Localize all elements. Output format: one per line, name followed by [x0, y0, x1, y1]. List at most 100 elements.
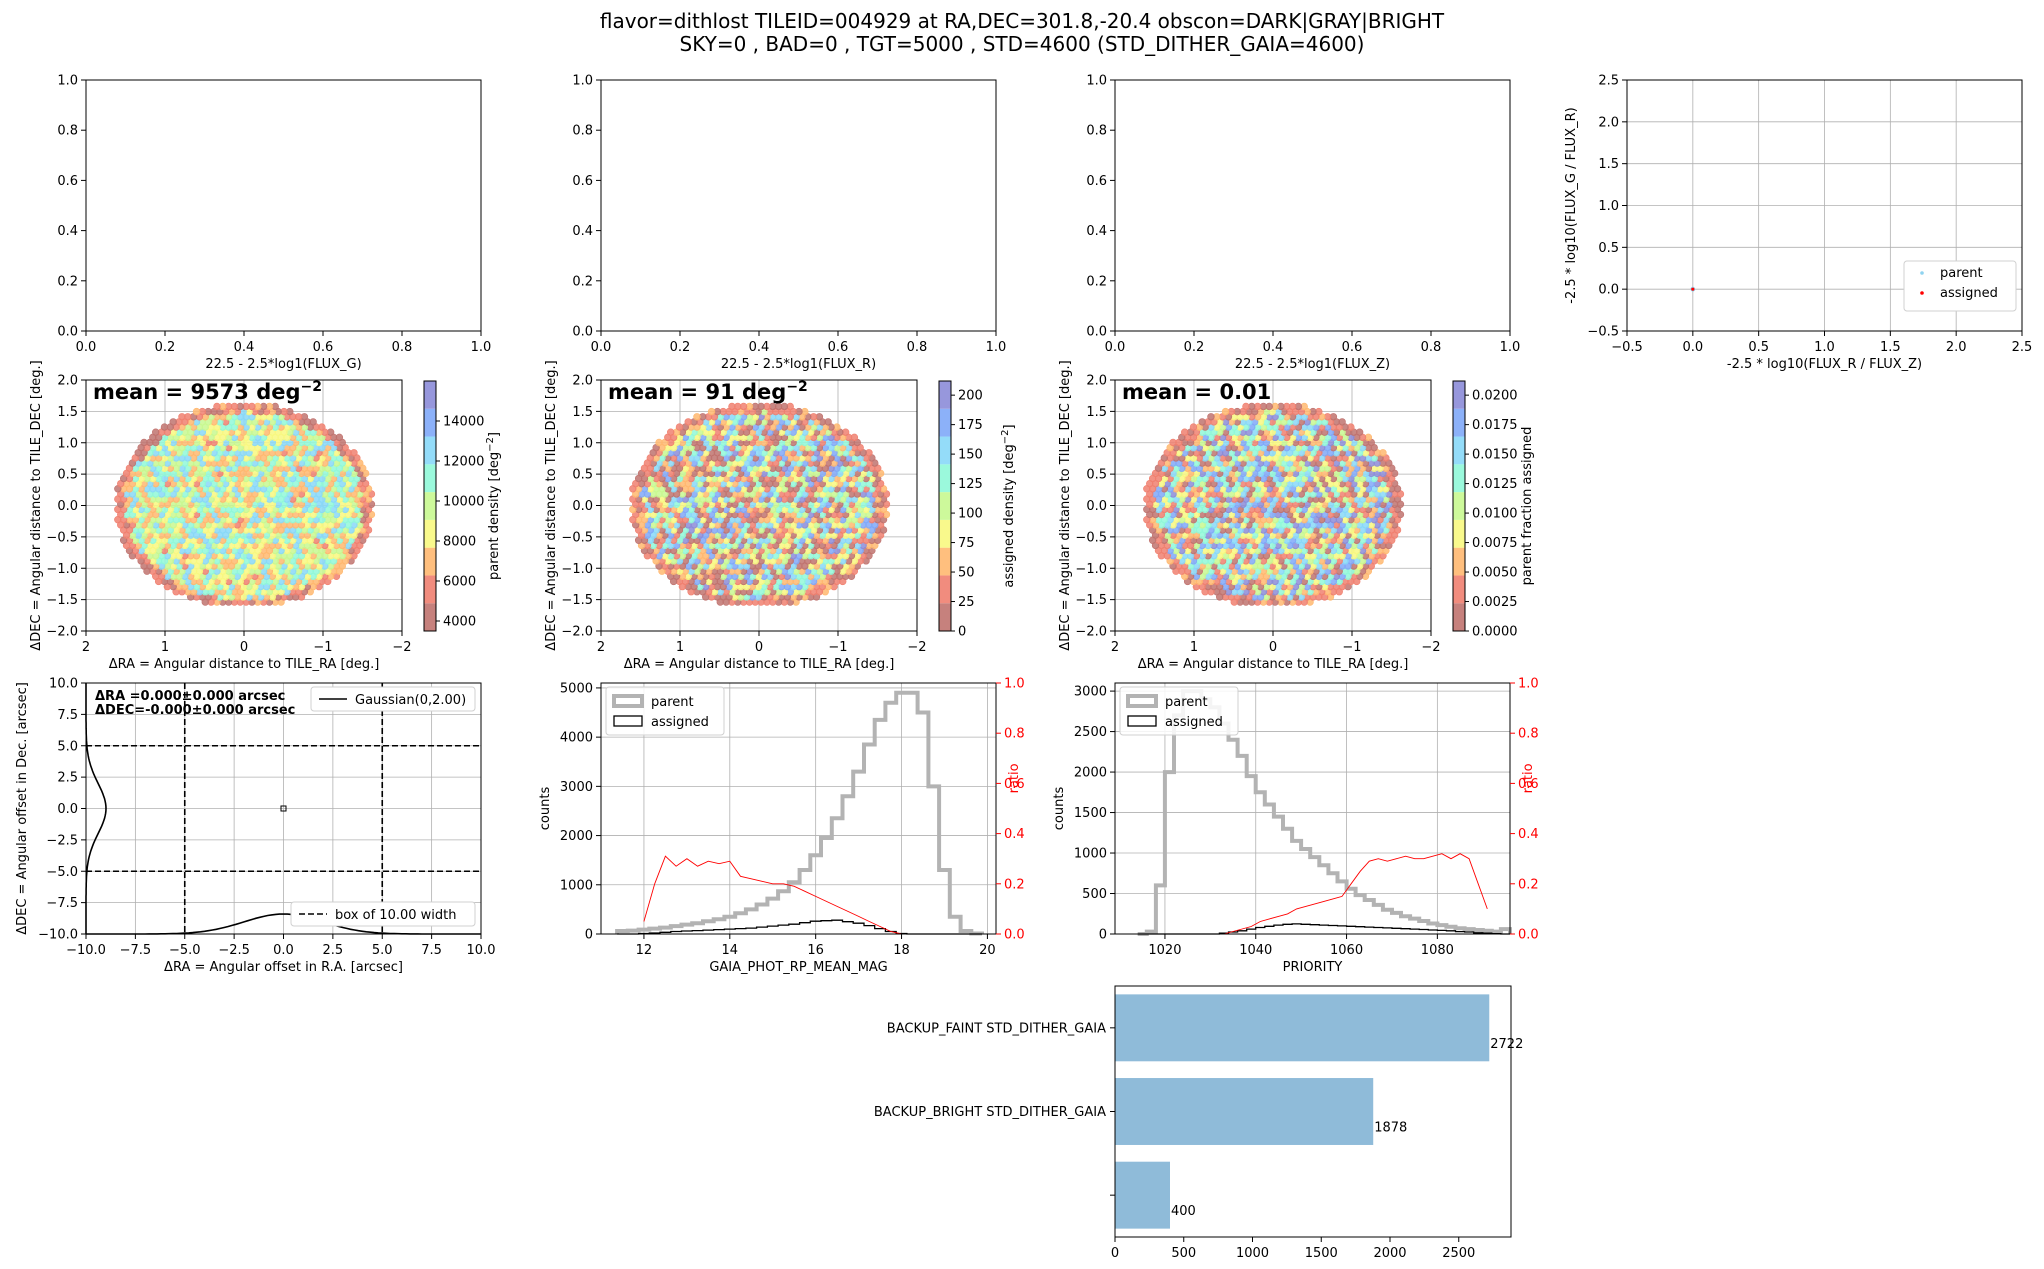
parent_density-panel: 2 1 0 −1 −2 −2.0 −1.5 −1.0 −0.5 0.0 0.5 1.0 1.5 2.0 ΔR… — [29, 360, 502, 672]
target_counts-xtick-label: 1000 — [1236, 1246, 1269, 1261]
assigned_density-hex-cell — [693, 413, 701, 421]
assigned_density-colorbar-segment — [939, 381, 951, 409]
fraction_assigned-colorbar-segment — [1453, 575, 1465, 604]
target_counts-xtick-label: 0 — [1111, 1246, 1119, 1261]
fraction_assigned-colorbar-tick-label: 0.0175 — [1472, 418, 1518, 433]
flux_g-xtick-label: 0.2 — [155, 340, 176, 355]
assigned_density-colorbar-segment — [939, 519, 951, 548]
assigned_density-colorbar-label-sup: −2 — [1000, 429, 1011, 444]
parent_density-hex-cell — [140, 438, 148, 447]
dither_offsets-ylabel: ΔDEC = Angular offset in Dec. [arcsec] — [15, 682, 30, 935]
flux_g-frame — [85, 79, 482, 332]
parent_density-colorbar-tick-label: 4000 — [443, 615, 476, 630]
flux_r-xtick-label: 0.0 — [591, 340, 612, 355]
dither_offsets-xtick-label: 10.0 — [467, 943, 496, 958]
flux_g-ytick-label: 0.2 — [57, 274, 78, 289]
fraction_assigned-ytick-label: −1.5 — [1075, 593, 1107, 608]
assigned_density-ytick-label: 1.0 — [572, 436, 593, 451]
flux_z-xtick-label: 0.8 — [1421, 340, 1442, 355]
assigned_density-xtick-label: 1 — [676, 640, 684, 655]
parent_density-colorbar-segment — [424, 603, 436, 631]
hist_priority-legend-label-assigned: assigned — [1165, 715, 1223, 730]
fraction_assigned-hex-cell — [1221, 407, 1230, 416]
assigned_density-colorbar-segment — [939, 575, 951, 604]
assigned_density-ytick-label: −1.0 — [561, 562, 593, 577]
hist_priority-ytick-label: 0 — [1099, 928, 1107, 943]
assigned_density-ytick-label: −2.0 — [561, 625, 593, 640]
fraction_assigned-xtick-label: −1 — [1342, 640, 1361, 655]
color_color-xtick-label: 0.0 — [1682, 340, 1703, 355]
dither_offsets-ytick-label: 10.0 — [49, 677, 78, 692]
color_color-legend-label-assigned: assigned — [1940, 286, 1998, 301]
parent_density-colorbar-label: parent density [deg−2] — [485, 432, 502, 580]
color_color-legend: parent assigned — [1903, 260, 2017, 312]
hist_rp_mag-ytick-right-label: 0.8 — [1004, 727, 1025, 742]
hist_rp_mag-panel: 12 14 16 18 20 0 1000 2000 3000 4000 5000 GAIA_PHOT… — [538, 677, 1025, 976]
fraction_assigned-ytick-label: 2.0 — [1086, 374, 1107, 389]
flux_r-panel: 0.0 0.2 0.4 0.6 0.8 1.0 0.0 0.2 0.4 0.6 0.8 1.0 22.5… — [572, 74, 1006, 373]
dither_offsets-ytick-label: 0.0 — [57, 802, 78, 817]
assigned_density-xtick-label: −2 — [907, 640, 926, 655]
parent_density-ytick-label: 0.5 — [57, 468, 78, 483]
color_color-legend-marker-assigned — [1920, 291, 1924, 295]
fraction_assigned-xtick-label: −2 — [1421, 640, 1440, 655]
hist_priority-ytick-label: 1500 — [1074, 806, 1107, 821]
hist_rp_mag-ytick-label: 2000 — [560, 829, 593, 844]
fraction_assigned-colorbar-segment — [1453, 464, 1465, 493]
assigned_density-colorbar-tick-label: 150 — [958, 448, 983, 463]
hist_rp_mag-ytick-label: 3000 — [560, 780, 593, 795]
flux_z-xtick-label: 1.0 — [1500, 340, 1521, 355]
color_color-xlabel: -2.5 * log10(FLUX_R / FLUX_Z) — [1727, 357, 1922, 372]
target_counts-value-label: 1878 — [1374, 1121, 1407, 1136]
dither_offsets-ytick-label: −5.0 — [46, 865, 78, 880]
fraction_assigned-hex-cell — [1181, 428, 1189, 436]
fraction_assigned-colorbar-segment — [1453, 519, 1465, 548]
flux_g-xtick-label: 0.8 — [392, 340, 413, 355]
parent_density-colorbar-tick-label: 14000 — [443, 415, 484, 430]
hist_rp_mag-legend-label-parent: parent — [651, 695, 694, 710]
fraction_assigned-colorbar-segment — [1453, 408, 1465, 437]
target_counts-xtick-label: 2000 — [1373, 1246, 1406, 1261]
dither_offsets-xtick-label: 5.0 — [372, 943, 393, 958]
assigned_density-hex-cell — [728, 402, 736, 411]
dither_offsets-xlabel: ΔRA = Angular offset in R.A. [arcsec] — [164, 960, 403, 975]
hist_rp_mag-xtick-label: 14 — [722, 943, 739, 958]
hist_priority-ytick-right-label: 0.8 — [1518, 727, 1539, 742]
parent_density-ytick-label: −0.5 — [46, 530, 78, 545]
assigned_density-ytick-label: 1.5 — [572, 405, 593, 420]
target_counts-category-label: BACKUP_BRIGHT STD_DITHER_GAIA — [874, 1105, 1106, 1120]
fraction_assigned-ylabel: ΔDEC = Angular distance to TILE_DEC [deg… — [1058, 360, 1073, 650]
fraction_assigned-hex-cell — [1169, 438, 1177, 447]
flux_r-xtick-label: 0.8 — [907, 340, 928, 355]
flux_g-ytick-label: 0.4 — [57, 224, 78, 239]
parent_density-ylabel: ΔDEC = Angular distance to TILE_DEC [deg… — [29, 360, 44, 650]
flux_z-ytick-label: 0.0 — [1086, 325, 1107, 340]
figure-title-line2: SKY=0 , BAD=0 , TGT=5000 , STD=4600 (STD… — [680, 32, 1365, 56]
parent_density-ytick-label: −1.0 — [46, 562, 78, 577]
dither_offsets-text-dec: ΔDEC=-0.000±0.000 arcsec — [95, 703, 295, 718]
fraction_assigned-ytick-label: 1.0 — [1086, 436, 1107, 451]
flux_z-ytick-label: 1.0 — [1086, 74, 1107, 89]
flux_g-ytick-label: 1.0 — [57, 74, 78, 89]
dither_offsets-xtick-label: −10.0 — [66, 943, 106, 958]
parent_density-ytick-label: 1.0 — [57, 436, 78, 451]
flux_r-xtick-label: 0.2 — [670, 340, 691, 355]
fraction_assigned-colorbar-segment — [1453, 547, 1465, 576]
color_color-ytick-label: 0.0 — [1598, 283, 1619, 298]
color_color-ytick-label: 2.0 — [1598, 115, 1619, 130]
color_color-xtick-label: 1.0 — [1814, 340, 1835, 355]
assigned_density-colorbar-tick-label: 175 — [958, 418, 983, 433]
fraction_assigned-colorbar-label: parent fraction assigned — [1520, 427, 1535, 586]
hist_rp_mag-ytick-right-label: 1.0 — [1004, 677, 1025, 692]
flux_r-xtick-label: 0.6 — [828, 340, 849, 355]
parent_density-hex-cell — [178, 413, 186, 421]
dither_offsets-legend-box-label: box of 10.00 width — [335, 908, 456, 923]
color_color-legend-marker-parent — [1920, 271, 1924, 275]
parent_density-hex-cell — [213, 402, 221, 411]
dither_offsets-xtick-label: −5.0 — [169, 943, 201, 958]
color_color-ytick-label: 2.5 — [1598, 74, 1619, 89]
assigned_density-colorbar-segment — [939, 436, 951, 465]
dither_offsets-xtick-label: 2.5 — [323, 943, 344, 958]
hist_priority-xtick-label: 1060 — [1330, 943, 1363, 958]
parent_density-hex-cell — [192, 407, 201, 416]
